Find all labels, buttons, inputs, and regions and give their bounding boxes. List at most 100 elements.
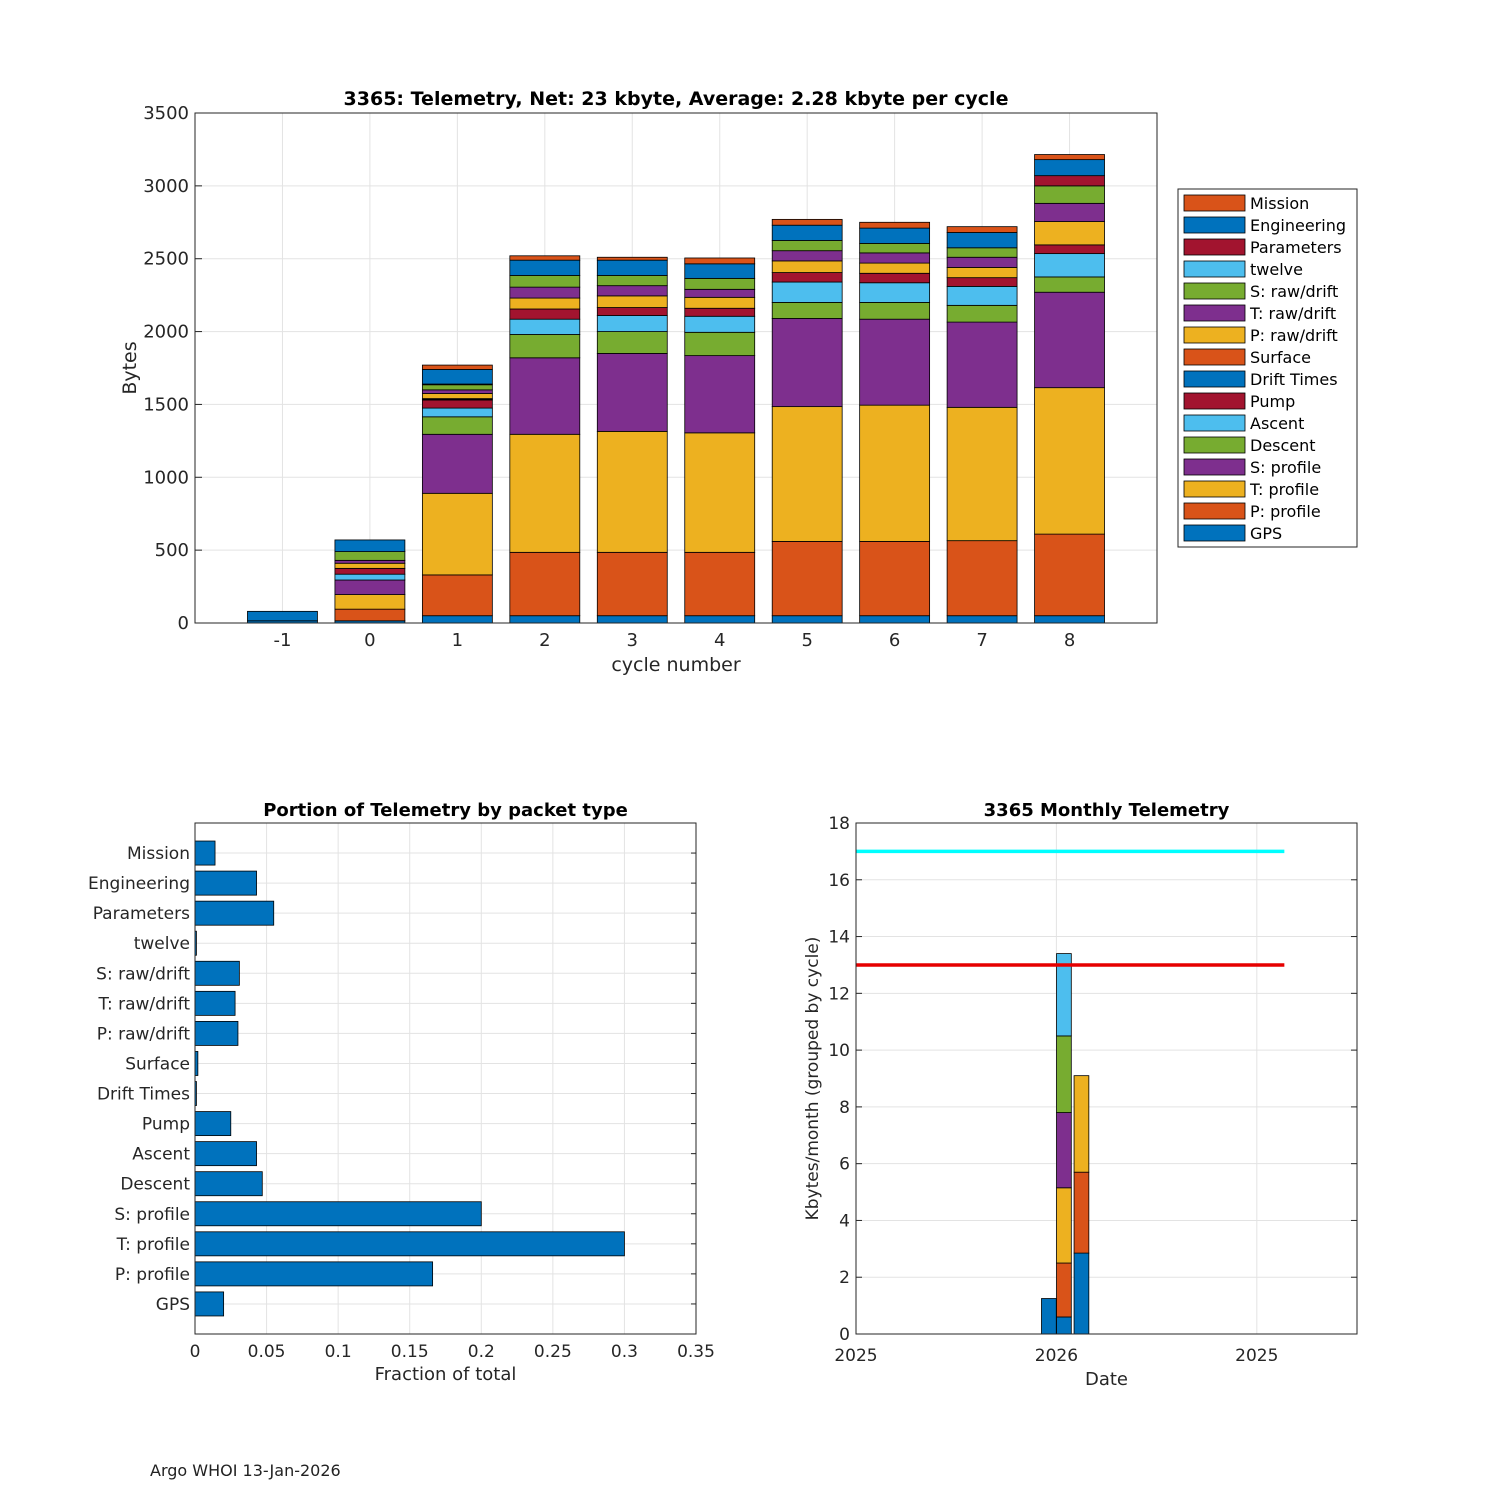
y-tick-label: 16 [828,871,850,891]
y-tick-label: Surface [125,1054,190,1074]
x-tick-label: 3 [627,630,638,651]
bar-segment-pump-cycle-7 [946,277,1018,287]
legend-label-s-raw-drift: S: raw/drift [1250,282,1338,301]
x-tick-label: -1 [273,630,291,651]
y-tick-label: 6 [839,1155,850,1175]
y-tick-label: Descent [120,1175,190,1195]
footer-credit: Argo WHOI 13-Jan-2026 [150,1461,341,1480]
bar-segment-gps-cycle-4 [684,615,756,624]
bar-segment-gps-cycle-2 [509,615,581,624]
bar-segment-descent-cycle-1 [421,416,493,435]
plot-area [195,823,696,1334]
bar-segment-t-raw-drift-cycle-5 [771,250,843,262]
bar-segment-s-raw-drift-cycle-2 [509,275,581,288]
y-tick-label: 10 [828,1041,850,1061]
chart-title: 3365 Monthly Telemetry [984,800,1230,821]
bar-t-raw-drift [194,990,236,1016]
y-tick-label: 4 [839,1211,850,1231]
bar-segment-s-raw-drift-cycle-5 [771,240,843,252]
bar-segment-t-raw-drift-cycle-7 [946,256,1018,268]
bar-segment-p-raw-drift-cycle-7 [946,267,1018,279]
bar-segment-parameters-cycle-8 [1034,175,1105,187]
y-tick-label: 0 [178,613,189,634]
y-tick-label: Engineering [88,874,190,894]
bar-segment-p-raw-drift-cycle-4 [684,296,756,309]
y-tick-label: T: raw/drift [97,994,190,1014]
stacked-bar-chart-bytes-per-cycle: 0 500 1000 1500 2000 2500 3000 3500 -1 0 1 2 3 4 5 6 7 8 3… [119,88,1158,676]
bar-segment-t-raw-drift-cycle-8 [1034,202,1105,222]
bar-segment-pump-cycle-2 [509,308,581,320]
legend-label-mission: Mission [1250,194,1309,213]
axes-box [194,822,697,1335]
monthly-telemetry-chart: 0 2 4 6 8 10 12 14 16 18 2025 2026 2025 3365 Monthly … [803,800,1358,1390]
bar-segment-mission-cycle-1 [421,364,493,370]
bar-segment-ascent-cycle-4 [684,315,756,333]
monthly-bar-2-ascent [1056,953,1072,1037]
legend-swatch-s-profile [1183,458,1246,476]
y-tick-label: 8 [839,1098,850,1118]
x-tick-label: 7 [976,630,987,651]
y-tick-label: 18 [828,814,850,834]
bar-segment-s-raw-drift-cycle-8 [1034,185,1105,204]
x-tick-label: 6 [889,630,900,651]
bar-segment-mission-cycle-5 [771,218,843,226]
bar-segment-t-raw-drift-cycle-0 [334,559,406,564]
bar-segment-s-raw-drift-cycle-4 [684,277,756,290]
bar-segment-descent-cycle-8 [1034,276,1105,293]
bar-segment-engineering-cycle-3 [596,259,668,276]
x-tick-label: 0.35 [677,1342,715,1362]
legend-label-gps: GPS [1250,524,1282,543]
legend-label-t-profile: T: profile [1249,480,1319,499]
y-tick-label: S: profile [114,1205,190,1225]
monthly-bar-2-gps [1056,1316,1072,1335]
legend-swatch-twelve [1183,260,1246,278]
bar-pump [194,1111,232,1137]
bar-parameters [194,900,275,926]
y-tick-label: 3000 [143,176,189,197]
bar-segment-mission-cycle-4 [684,257,756,265]
bar-segment-s-profile-cycle-1 [421,433,493,494]
x-tick-label: 4 [714,630,725,651]
y-tick-label: Ascent [132,1145,190,1165]
legend-swatch-t-raw-drift [1183,304,1246,322]
y-tick-label: P: raw/drift [97,1024,191,1044]
y-tick-label: twelve [134,934,190,954]
bar-segment-engineering-cycle-6 [859,227,931,244]
bar-segment-t-profile-cycle-1 [421,492,493,576]
bar-segment-s-raw-drift-cycle-7 [946,247,1018,258]
bar-segment-mission-cycle-3 [596,256,668,261]
legend-swatch-p-profile [1183,502,1246,520]
bar-segment-p-raw-drift-cycle-5 [771,260,843,273]
bar-segment-p-raw-drift-cycle-2 [509,297,581,310]
bar-segment-s-profile-cycle-2 [509,357,581,435]
y-tick-label: 12 [828,984,850,1004]
chart-title: Portion of Telemetry by packet type [263,800,628,821]
bar-segment-t-profile-cycle-0 [334,594,406,610]
y-tick-label: 3500 [143,103,189,124]
y-tick-label: 500 [155,540,189,561]
bar-engineering [194,870,257,896]
bar-segment-s-raw-drift-cycle-1 [421,384,493,391]
x-tick-label: 0.15 [391,1342,429,1362]
legend-swatch-descent [1183,436,1246,454]
bar-segment-p-profile-cycle-0 [334,608,406,622]
bar-segment-engineering-cycle-7 [946,232,1018,249]
bar-segment-descent-cycle-4 [684,331,756,357]
bar-segment-engineering-cycle-8 [1034,159,1105,177]
bar-segment-p-profile-cycle-4 [684,551,756,617]
bar-segment-t-profile-cycle-6 [859,404,931,542]
bar-segment-gps-cycle-3 [596,615,668,624]
bar-segment-mission-cycle-7 [946,226,1018,233]
bar-segment-pump-cycle-3 [596,307,668,316]
bar-segment-s-raw-drift-cycle-3 [596,275,668,287]
x-tick-label: 2025 [834,1346,877,1366]
y-axis-label: Kbytes/month (grouped by cycle) [803,937,823,1221]
bar-segment-descent-cycle-7 [946,304,1018,323]
bar-segment-t-raw-drift-cycle-1 [421,389,493,394]
chart-title: 3365: Telemetry, Net: 23 kbyte, Average:… [344,88,1009,110]
bar-segment-pump-cycle-8 [1034,244,1105,255]
bar-segment-descent-cycle-6 [859,302,931,320]
bar-segment-pump-cycle-0 [334,567,406,575]
bar-segment-t-profile-cycle-7 [946,406,1018,542]
legend-swatch-surface [1183,348,1246,366]
